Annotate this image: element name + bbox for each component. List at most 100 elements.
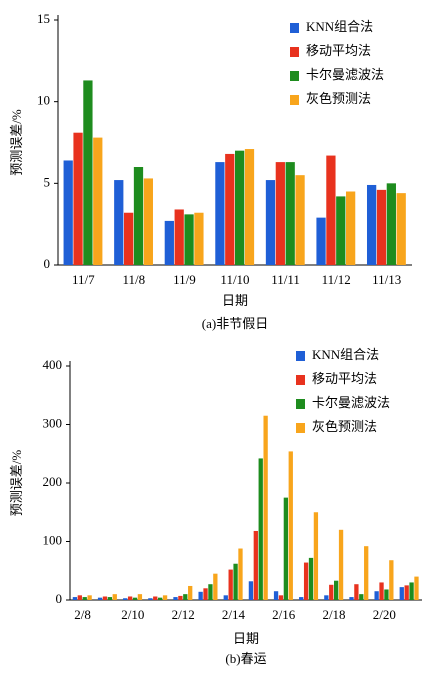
bar [374, 591, 379, 600]
bar [285, 162, 295, 265]
bar [162, 595, 168, 600]
bar [223, 595, 228, 600]
bar [283, 497, 289, 600]
bar [275, 162, 285, 265]
y-axis-label: 预测误差/% [9, 109, 24, 176]
x-tick-label: 2/16 [272, 607, 296, 622]
bar [248, 581, 254, 600]
y-tick-label: 100 [43, 532, 63, 547]
legend-label: 移动平均法 [312, 371, 377, 386]
bar [133, 167, 144, 265]
bar [72, 597, 78, 600]
bar [336, 196, 346, 265]
bar [265, 180, 276, 265]
bar [329, 584, 334, 600]
bar [313, 512, 319, 600]
legend-label: 卡尔曼滤波法 [306, 67, 384, 82]
caption: (b)春运 [225, 651, 266, 666]
y-tick-label: 300 [43, 415, 63, 430]
x-tick-label: 2/20 [373, 607, 396, 622]
bar [228, 569, 233, 600]
bar [354, 584, 359, 600]
bar [188, 585, 193, 600]
bar [114, 180, 124, 265]
bar [174, 209, 184, 265]
legend-label: 灰色预测法 [312, 419, 377, 434]
bar [87, 595, 92, 600]
bar [346, 191, 356, 265]
bar [386, 183, 396, 265]
bar [359, 594, 364, 600]
x-axis-label: 日期 [233, 631, 259, 646]
legend-swatch [290, 23, 299, 33]
bar [112, 594, 117, 600]
bar [324, 595, 329, 600]
legend-label: 移动平均法 [306, 43, 371, 58]
y-tick-label: 200 [43, 474, 63, 489]
bar [235, 150, 245, 265]
x-tick-label: 11/12 [322, 272, 351, 287]
legend-label: 卡尔曼滤波法 [312, 395, 390, 410]
bar [238, 548, 243, 600]
legend-swatch [290, 47, 299, 57]
bar [127, 596, 133, 600]
x-tick-label: 2/8 [74, 607, 91, 622]
bar [288, 451, 293, 600]
bar [253, 530, 258, 600]
y-tick-label: 15 [37, 11, 50, 26]
bar [77, 595, 82, 600]
x-tick-label: 11/9 [173, 272, 196, 287]
bar [97, 597, 103, 600]
bar [102, 596, 108, 600]
bar [213, 573, 218, 600]
bar [389, 560, 394, 600]
bar [83, 80, 93, 265]
bar [164, 220, 174, 265]
bar [233, 563, 238, 600]
bar [208, 584, 213, 600]
x-axis-label: 日期 [222, 293, 248, 308]
bar [148, 598, 153, 600]
bar [225, 153, 235, 265]
bar [178, 595, 183, 600]
bar [173, 597, 178, 600]
bar [63, 160, 73, 265]
x-tick-label: 11/7 [72, 272, 95, 287]
bar [263, 415, 268, 600]
legend-swatch [290, 95, 299, 105]
legend-swatch [296, 423, 305, 433]
bar [384, 589, 389, 600]
bar [303, 562, 309, 600]
x-tick-label: 11/8 [123, 272, 146, 287]
bar [409, 582, 414, 600]
legend-swatch [296, 351, 305, 361]
bar [183, 594, 188, 600]
bar [158, 597, 163, 600]
bar [73, 132, 83, 265]
x-tick-label: 2/14 [222, 607, 246, 622]
bar [364, 546, 369, 600]
legend-swatch [290, 71, 299, 81]
bar [366, 184, 377, 265]
bar [137, 594, 143, 600]
bar [153, 596, 158, 600]
bar [123, 598, 128, 600]
bar [132, 597, 138, 600]
caption: (a)非节假日 [202, 316, 268, 331]
bar [414, 576, 419, 600]
bar [258, 458, 263, 600]
bar [123, 212, 134, 265]
legend-label: KNN组合法 [312, 347, 379, 362]
bar [334, 580, 339, 600]
bar [379, 582, 384, 600]
bar [273, 591, 279, 600]
y-tick-label: 0 [56, 591, 63, 606]
bar [107, 597, 113, 600]
bar [308, 557, 314, 600]
bar [316, 217, 326, 265]
bar [93, 137, 103, 265]
bar [278, 595, 284, 600]
y-tick-label: 0 [44, 256, 51, 271]
bar [82, 597, 87, 600]
